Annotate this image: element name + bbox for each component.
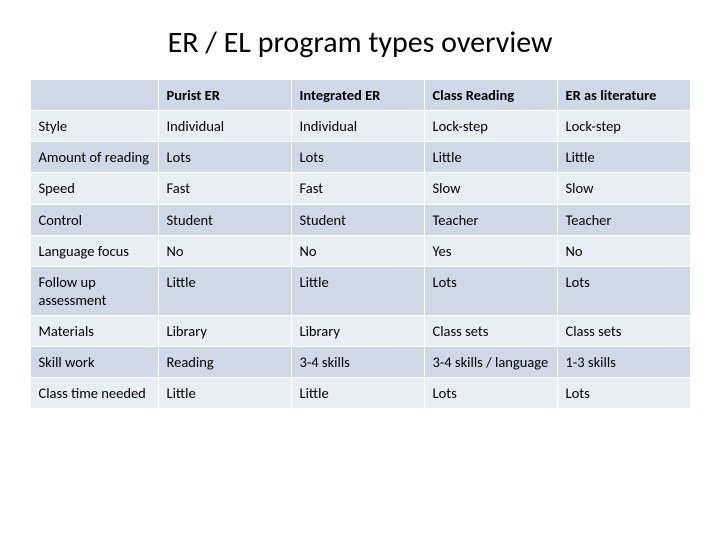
- comparison-table: Purist ER Integrated ER Class Reading ER…: [30, 79, 691, 409]
- table-cell: Little: [291, 266, 424, 315]
- page-title: ER / EL program types overview: [0, 0, 720, 79]
- table-cell: No: [158, 235, 291, 266]
- table-cell: Yes: [424, 235, 557, 266]
- table-header-blank: [30, 80, 158, 111]
- table-row: StyleIndividualIndividualLock-stepLock-s…: [30, 111, 690, 142]
- table-cell: Lots: [424, 266, 557, 315]
- table-cell: Little: [557, 142, 690, 173]
- table-row: Skill workReading3-4 skills3-4 skills / …: [30, 347, 690, 378]
- row-label: Materials: [30, 316, 158, 347]
- table-cell: Lots: [291, 142, 424, 173]
- table-cell: Class sets: [424, 316, 557, 347]
- table-row: Class time neededLittleLittleLotsLots: [30, 378, 690, 409]
- row-label: Skill work: [30, 347, 158, 378]
- table-cell: Individual: [291, 111, 424, 142]
- table-cell: Individual: [158, 111, 291, 142]
- table-cell: 1-3 skills: [557, 347, 690, 378]
- table-cell: Little: [291, 378, 424, 409]
- row-label: Style: [30, 111, 158, 142]
- table-row: Amount of readingLotsLotsLittleLittle: [30, 142, 690, 173]
- table-cell: Lots: [557, 378, 690, 409]
- table-header-col4: ER as literature: [557, 80, 690, 111]
- table-cell: Lots: [557, 266, 690, 315]
- table-cell: Lock-step: [557, 111, 690, 142]
- row-label: Speed: [30, 173, 158, 204]
- table-cell: Student: [158, 204, 291, 235]
- table-cell: Library: [158, 316, 291, 347]
- table-row: SpeedFastFastSlowSlow: [30, 173, 690, 204]
- table-header-col3: Class Reading: [424, 80, 557, 111]
- table-cell: Student: [291, 204, 424, 235]
- table-cell: No: [291, 235, 424, 266]
- table-cell: 3-4 skills: [291, 347, 424, 378]
- table-row: Follow up assessmentLittleLittleLotsLots: [30, 266, 690, 315]
- table-header-row: Purist ER Integrated ER Class Reading ER…: [30, 80, 690, 111]
- row-label: Follow up assessment: [30, 266, 158, 315]
- table-cell: Reading: [158, 347, 291, 378]
- table-cell: Little: [158, 266, 291, 315]
- table-cell: Library: [291, 316, 424, 347]
- row-label: Language focus: [30, 235, 158, 266]
- table-cell: No: [557, 235, 690, 266]
- table-row: MaterialsLibraryLibraryClass setsClass s…: [30, 316, 690, 347]
- row-label: Class time needed: [30, 378, 158, 409]
- table-cell: Lots: [424, 378, 557, 409]
- table-cell: Slow: [557, 173, 690, 204]
- table-cell: Teacher: [424, 204, 557, 235]
- table-cell: Class sets: [557, 316, 690, 347]
- table-cell: Teacher: [557, 204, 690, 235]
- table-cell: Lock-step: [424, 111, 557, 142]
- table-cell: Fast: [291, 173, 424, 204]
- table-body: StyleIndividualIndividualLock-stepLock-s…: [30, 111, 690, 409]
- table-row: Language focusNoNoYesNo: [30, 235, 690, 266]
- table-cell: Little: [424, 142, 557, 173]
- table-cell: Lots: [158, 142, 291, 173]
- row-label: Amount of reading: [30, 142, 158, 173]
- table-header-col2: Integrated ER: [291, 80, 424, 111]
- table-cell: Slow: [424, 173, 557, 204]
- row-label: Control: [30, 204, 158, 235]
- table-cell: 3-4 skills / language: [424, 347, 557, 378]
- table-header-col1: Purist ER: [158, 80, 291, 111]
- table-cell: Little: [158, 378, 291, 409]
- table-cell: Fast: [158, 173, 291, 204]
- table-row: ControlStudentStudentTeacherTeacher: [30, 204, 690, 235]
